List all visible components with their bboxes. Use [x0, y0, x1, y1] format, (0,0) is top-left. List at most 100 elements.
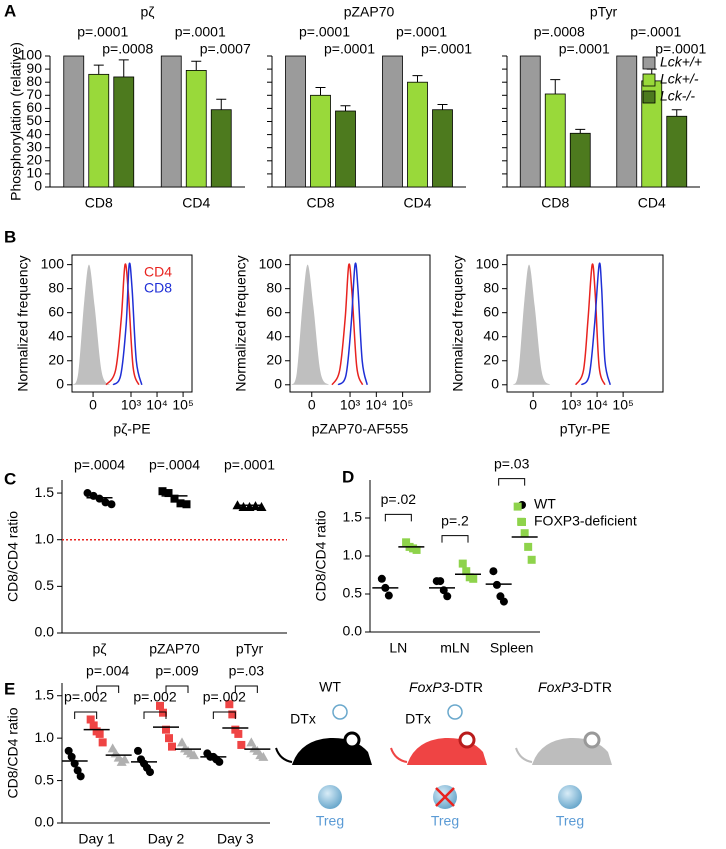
x-tick-label: 0	[308, 397, 316, 413]
cell-label: Treg	[431, 813, 459, 829]
legend-swatch	[642, 73, 656, 87]
y-tick-label: 40	[48, 327, 64, 343]
p-value: p=.002	[133, 689, 176, 705]
legend-label: Lck+/-	[660, 71, 699, 87]
y-tick-label: 0.0	[343, 623, 363, 639]
data-point	[246, 737, 257, 747]
bar	[569, 132, 591, 188]
x-tick-label: 0	[529, 397, 537, 413]
error-bar	[93, 64, 104, 75]
y-tick-label: 20	[483, 351, 499, 367]
injection-label: DTx	[405, 711, 431, 727]
error-bar	[412, 75, 423, 83]
data-point	[89, 721, 98, 730]
p-value: p=.0004	[149, 457, 200, 473]
mouse-ear	[583, 731, 601, 749]
x-tick-label: 10⁵	[612, 397, 633, 413]
data-point	[412, 545, 421, 554]
y-tick-label: 20	[266, 351, 282, 367]
x-tick-label: pTyr	[236, 641, 264, 657]
data-point	[146, 768, 154, 777]
bar	[285, 55, 306, 188]
bar	[210, 109, 232, 188]
data-point	[189, 750, 199, 760]
p-value: p=.002	[64, 689, 107, 705]
y-tick-label: 100	[476, 255, 500, 271]
panel-label: D	[342, 467, 354, 486]
data-point	[237, 740, 246, 749]
bar	[544, 93, 566, 188]
data-point	[170, 494, 179, 503]
y-tick-label: 80	[26, 73, 42, 89]
bar	[382, 55, 403, 188]
data-point	[377, 574, 386, 583]
p-value: p=.0001	[396, 24, 447, 40]
y-tick-label: 1.5	[35, 686, 55, 702]
legend-label: CD4	[144, 264, 172, 280]
cell-label: Treg	[316, 813, 344, 829]
data-point	[234, 729, 243, 738]
data-point	[402, 538, 411, 547]
data-point	[527, 555, 536, 564]
y-axis-label: Normalized frequency	[15, 255, 31, 391]
x-tick-label: CD4	[638, 195, 666, 211]
y-tick-label: 1.5	[35, 484, 55, 500]
p-value: p=.0001	[421, 41, 472, 57]
p-value: p=.0001	[630, 24, 681, 40]
x-tick-label: pZAP70	[149, 641, 200, 657]
data-point	[384, 591, 393, 600]
x-tick-label: pζ	[93, 641, 107, 657]
mouse-ear	[458, 731, 476, 749]
bracket	[384, 513, 412, 522]
mouse-tail	[515, 747, 533, 763]
y-tick-label: 0.5	[343, 585, 363, 601]
y-tick-label: 50	[26, 112, 42, 128]
treg-cell	[558, 785, 582, 809]
y-tick-label: 40	[266, 327, 282, 343]
x-tick-label: CD4	[403, 195, 431, 211]
data-point	[458, 559, 467, 568]
x-tick-label: 10⁵	[392, 397, 413, 413]
data-point	[107, 500, 116, 509]
y-tick-label: 40	[483, 327, 499, 343]
x-axis-label: pζ-PE	[113, 421, 150, 437]
data-point	[492, 580, 501, 589]
legend-label: Lck+/+	[660, 54, 702, 70]
x-tick-label: Day 2	[148, 831, 185, 847]
syringe-icon	[447, 704, 463, 720]
x-tick-label: 10⁴	[146, 397, 168, 413]
error-bar	[437, 103, 448, 110]
data-point	[443, 592, 452, 601]
mouse-label: FoxP3-DTR	[409, 679, 483, 695]
data-point	[462, 567, 471, 576]
panel-label: A	[4, 1, 16, 20]
y-tick-label: 60	[483, 303, 499, 319]
y-tick-label: 0.0	[35, 624, 55, 640]
mouse-label: FoxP3-DTR	[538, 679, 612, 695]
data-point	[158, 487, 167, 496]
data-point	[119, 754, 130, 764]
p-value: p=.002	[203, 689, 246, 705]
p-value: p=.03	[229, 663, 265, 679]
x-tick-label: LN	[389, 640, 407, 656]
data-point	[162, 725, 170, 734]
x-axis-label: pZAP70-AF555	[312, 421, 409, 437]
bar	[519, 55, 541, 188]
line	[574, 263, 606, 386]
y-tick-label: 60	[48, 303, 64, 319]
p-value: p=.0004	[74, 457, 125, 473]
p-value: p=.0001	[224, 457, 275, 473]
data-point	[64, 746, 73, 755]
data-point	[95, 494, 104, 503]
y-tick-label: 60	[266, 303, 282, 319]
mouse-tail	[390, 747, 408, 763]
data-point	[499, 597, 508, 606]
data-point	[215, 757, 224, 766]
injection-label: DTx	[290, 711, 316, 727]
data-point	[258, 751, 269, 761]
chart-title: pTyr	[590, 4, 618, 20]
error-bar	[315, 86, 326, 96]
bracket	[74, 711, 98, 719]
